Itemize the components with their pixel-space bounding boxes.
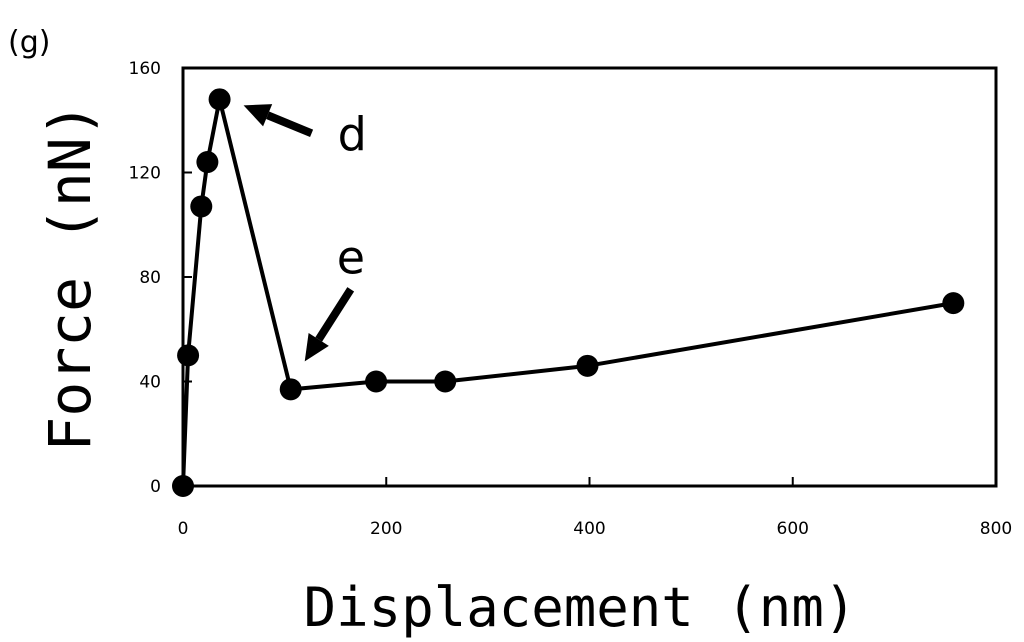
data-point (365, 370, 388, 393)
annotation-d: d (338, 107, 367, 161)
series-line (181, 97, 954, 487)
x-tick-label: 600 (777, 519, 809, 539)
data-point (942, 292, 965, 315)
arrow-d (243, 104, 314, 138)
data-point (177, 344, 200, 367)
annotation-e: e (337, 230, 365, 284)
panel-label: (g) (8, 25, 50, 60)
y-tick-label: 160 (129, 59, 161, 79)
x-tick-label: 800 (980, 519, 1012, 539)
annotations: de (243, 104, 367, 362)
x-tick-label: 0 (178, 519, 189, 539)
data-point (576, 354, 599, 377)
arrow-e (304, 287, 355, 362)
data-point (279, 378, 302, 401)
y-tick-label: 40 (139, 373, 161, 393)
y-axis-label: Force (nN) (36, 102, 104, 451)
x-tick-label: 400 (573, 519, 605, 539)
y-axis-ticks: 0 40 80 120 160 (129, 59, 192, 497)
data-series (172, 88, 965, 497)
y-tick-label: 120 (129, 164, 161, 184)
data-point (172, 475, 194, 497)
data-point (196, 151, 219, 174)
data-point (434, 370, 457, 393)
x-tick-label: 200 (370, 519, 402, 539)
x-axis-label: Displacement (nm) (304, 576, 857, 639)
y-tick-label: 0 (150, 477, 161, 497)
data-point (190, 195, 213, 218)
data-point (208, 88, 231, 111)
y-tick-label: 80 (139, 268, 161, 288)
